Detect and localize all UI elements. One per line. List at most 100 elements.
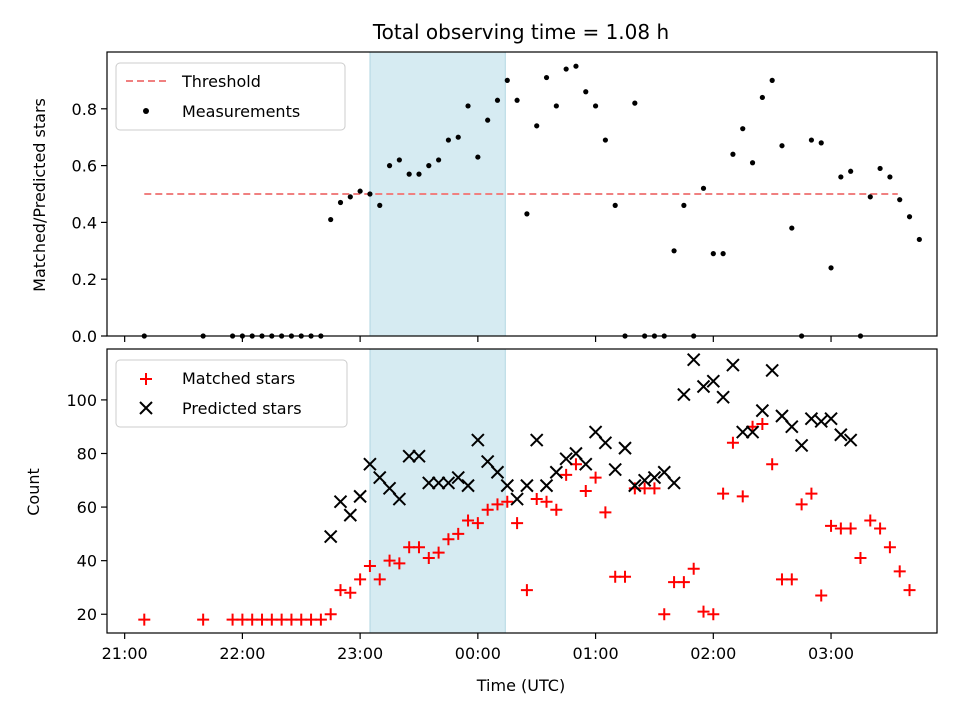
predicted-star-point [471, 433, 485, 447]
measurement-point [897, 197, 903, 203]
legend-box-top [115, 62, 346, 131]
matched-star-point [677, 576, 690, 589]
matched-star-point [893, 565, 906, 578]
measurement-point [818, 140, 824, 146]
measurement-point [916, 236, 922, 243]
predicted-star-point [579, 457, 593, 471]
measurement-point [386, 163, 393, 169]
matched-star-point [815, 589, 828, 602]
measurement-point [396, 157, 402, 163]
predicted-star-point [696, 379, 711, 394]
predicted-star-point [775, 409, 789, 423]
matched-star-point [511, 517, 524, 530]
predicted-star-point [520, 478, 534, 493]
predicted-star-point [608, 462, 622, 477]
measurement-point [475, 154, 481, 160]
matched-star-point [766, 458, 779, 471]
matched-star-point [334, 584, 347, 597]
matched-star-point [707, 608, 720, 621]
predicted-star-point [706, 374, 721, 388]
predicted-star-point [382, 481, 397, 496]
y-tick-label: 40 [77, 552, 97, 571]
measurement-point [769, 77, 775, 83]
y-tick-label: 60 [77, 498, 97, 517]
measurement-point [592, 103, 599, 109]
predicted-star-point [716, 390, 730, 404]
measurement-point [426, 163, 432, 169]
predicted-star-point [402, 449, 416, 463]
y-axis-label-count: Count [24, 468, 43, 516]
predicted-star-point [412, 449, 426, 463]
matched-star-point [197, 613, 210, 626]
measurement-point [465, 103, 471, 109]
matched-star-point [658, 608, 671, 621]
measurement-point [534, 123, 540, 129]
measurement-point [504, 77, 510, 83]
measurement-point [445, 137, 452, 143]
matched-star-point [324, 608, 337, 621]
matched-star-point [560, 468, 573, 481]
predicted-star-point [765, 363, 779, 378]
matched-star-point [844, 522, 857, 535]
predicted-star-point [353, 489, 367, 504]
matched-star-point [481, 503, 494, 516]
predicted-star-point [745, 425, 760, 439]
matched-star-point [717, 487, 730, 500]
matched-star-point [687, 562, 700, 575]
measurement-point [612, 202, 618, 208]
y-tick-label: 80 [77, 444, 97, 463]
measurement-point [347, 194, 353, 200]
measurement-point [867, 194, 873, 200]
measurement-point [494, 97, 501, 103]
observing-window-span [369, 51, 506, 337]
matched-star-point [619, 570, 632, 583]
matched-star-point [530, 493, 543, 506]
predicted-star-point [824, 411, 838, 426]
measurement-point [681, 202, 687, 208]
y-tick-label: 0.4 [72, 213, 97, 232]
predicted-star-point [422, 476, 436, 490]
predicted-star-points [323, 353, 858, 544]
matched-star-point [648, 482, 661, 495]
predicted-star-point [755, 403, 770, 418]
predicted-star-point [569, 446, 583, 461]
predicted-star-point [843, 433, 858, 447]
matched-star-point [697, 605, 710, 618]
measurement-point [710, 251, 716, 257]
measurement-point [573, 63, 579, 69]
measurement-point [700, 185, 707, 191]
matched-star-point [138, 613, 151, 626]
matched-star-point [520, 584, 533, 597]
measurement-point [877, 165, 883, 172]
measurement-point [485, 117, 491, 123]
panel-ratio: Total observing time = 1.08 h Matched/Pr… [30, 20, 938, 346]
predicted-star-point [598, 436, 613, 450]
matched-star-point [864, 514, 877, 527]
matched-star-point [579, 485, 592, 497]
y-tick-label: 0.8 [72, 100, 97, 119]
matched-star-point [491, 498, 504, 511]
predicted-star-point [373, 470, 387, 485]
matched-star-point [344, 586, 357, 599]
matched-star-points [138, 418, 916, 626]
matched-star-point [452, 527, 465, 540]
measurement-point [455, 134, 461, 140]
matched-star-point [874, 522, 887, 535]
measurement-point [789, 225, 795, 231]
x-axis-label: Time (UTC) [476, 676, 565, 695]
predicted-star-point [677, 387, 691, 402]
matched-star-point [854, 551, 867, 564]
y-tick-label: 0.0 [72, 327, 97, 346]
measurement-point [553, 103, 559, 109]
axes-bottom: 20 40 60 80 100 21:00 22:00 23:00 00:00 01:00 02:0… [66, 348, 938, 663]
matched-star-point [795, 498, 808, 511]
matched-star-point [432, 546, 445, 559]
measurement-point [671, 248, 677, 254]
matched-star-point [726, 436, 739, 449]
matched-star-point [756, 418, 769, 431]
matched-star-point [412, 541, 425, 554]
matched-star-point [393, 557, 406, 570]
measurement-point [730, 151, 736, 157]
measurement-point [838, 174, 844, 180]
